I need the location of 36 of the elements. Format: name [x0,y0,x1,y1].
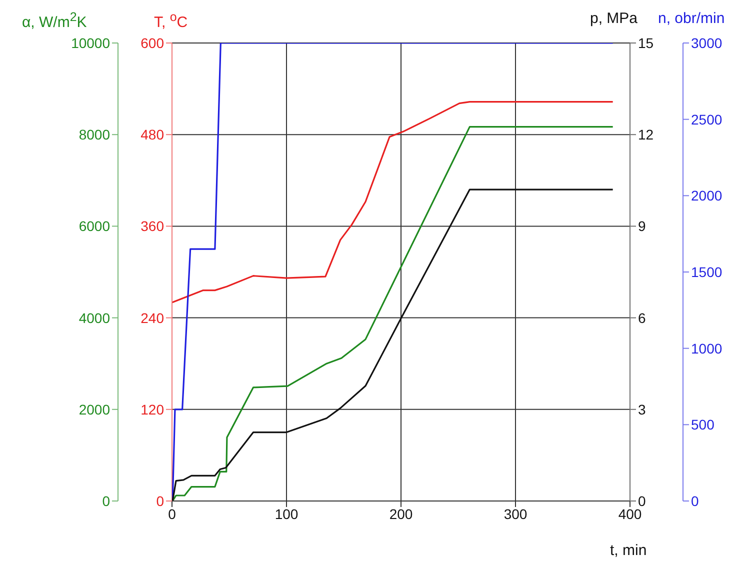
y2-tick-label: 500 [691,416,715,433]
x-tick-label: 100 [274,506,298,522]
y-tick-label: 0 [102,492,110,509]
y2-tick-label: 0 [691,492,699,509]
y-tick-label: 12 [638,126,654,143]
y2-tick-label: 0 [156,492,164,509]
line-series [172,126,614,501]
y-tick-label: 6000 [78,218,110,234]
y2-axis-title: T, $^{o}$C [154,10,188,31]
x-tick-label: 200 [389,506,413,522]
y2-axis-title: n, obr/min [658,10,725,27]
y2-tick-label: 120 [140,401,164,418]
y2-tick-label: 2500 [691,111,722,128]
y2-tick-label: 1000 [691,340,722,356]
y2-tick-label: 3000 [691,34,722,51]
y-tick-label: 8000 [78,126,110,143]
y-axis-title: p, MPa [590,10,638,27]
y-tick-label: 15 [638,34,654,51]
y-tick-label: 6 [638,310,646,326]
y2-tick-label: 480 [140,126,164,143]
x-tick-label: 0 [168,506,176,522]
line-series [172,100,614,304]
y-tick-label: 4000 [78,310,110,326]
x-axis-title: t, min [610,542,647,559]
y2-tick-label: 1500 [691,264,722,280]
y-tick-label: 9 [638,218,646,234]
y2-tick-label: 360 [140,218,164,234]
y-axis-title: α, W/m$^{2}$K [22,10,87,31]
line-series [172,188,614,501]
y2-tick-label: 2000 [691,188,722,204]
y2-tick-label: 240 [140,310,164,326]
y2-tick-label: 600 [140,34,164,51]
x-tick-label: 300 [504,506,528,522]
y-tick-label: 3 [638,401,646,418]
y-tick-label: 2000 [78,401,110,418]
y-tick-label: 10000 [71,34,110,51]
